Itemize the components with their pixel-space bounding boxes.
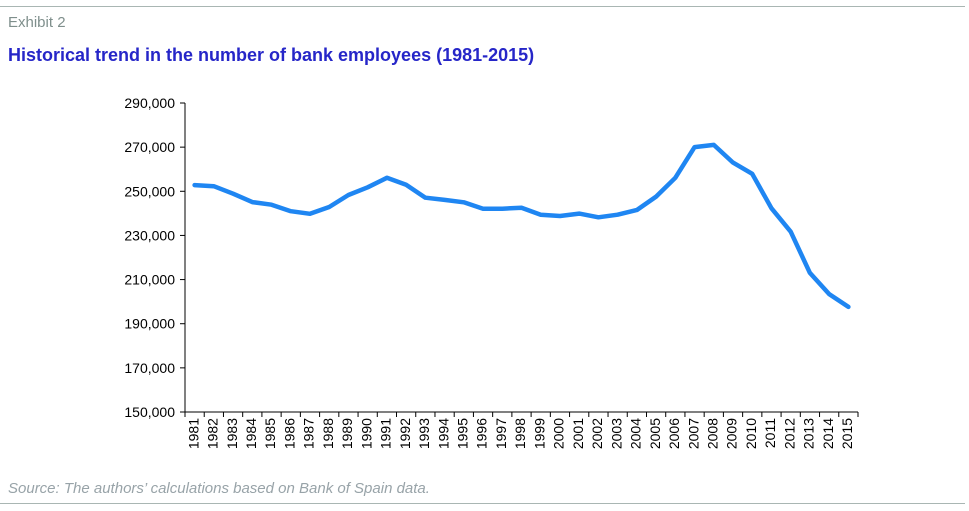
x-tick-label: 1997 [493,418,509,449]
exhibit-label: Exhibit 2 [8,14,66,31]
x-tick-label: 1988 [320,418,336,449]
x-tick-label: 1984 [243,418,259,449]
y-tick-label: 230,000 [124,227,175,243]
y-tick-label: 190,000 [124,316,175,332]
y-tick-label: 250,000 [124,183,175,199]
x-tick-label: 1996 [474,418,490,449]
top-rule [0,6,965,7]
x-tick-label: 1991 [378,418,394,449]
y-tick-label: 290,000 [124,95,175,111]
x-tick-label: 2001 [570,418,586,449]
x-tick-label: 2005 [647,418,663,449]
x-tick-label: 2014 [820,418,836,449]
x-tick-label: 1994 [435,418,451,449]
y-tick-label: 210,000 [124,272,175,288]
x-tick-label: 1995 [455,418,471,449]
x-tick-label: 2013 [801,418,817,449]
y-tick-label: 150,000 [124,404,175,420]
chart-title: Historical trend in the number of bank e… [8,45,535,65]
x-tick-label: 1990 [358,418,374,449]
y-tick-label: 270,000 [124,139,175,155]
y-tick-label: 170,000 [124,360,175,376]
series-line [192,142,851,310]
x-tick-label: 2000 [551,418,567,449]
x-tick-label: 2002 [589,418,605,449]
x-tick-label: 2006 [666,418,682,449]
x-tick-label: 1982 [205,418,221,449]
x-tick-label: 1989 [339,418,355,449]
x-tick-label: 1993 [416,418,432,449]
x-tick-label: 1987 [301,418,317,449]
x-tick-label: 1986 [281,418,297,449]
x-tick-label: 1985 [262,418,278,449]
x-tick-label: 2009 [724,418,740,449]
x-tick-label: 2007 [685,418,701,449]
x-tick-label: 2015 [839,418,855,449]
x-tick-label: 2004 [628,418,644,449]
bottom-rule [0,503,965,504]
x-tick-label: 1998 [512,418,528,449]
x-tick-label: 1983 [224,418,240,449]
x-tick-label: 1999 [531,418,547,449]
x-tick-label: 2010 [743,418,759,449]
x-tick-label: 1992 [397,418,413,449]
x-tick-label: 2008 [704,418,720,449]
x-tick-label: 2012 [781,418,797,449]
x-tick-label: 2011 [762,418,778,448]
source-note: Source: The authors’ calculations based … [8,480,430,497]
x-tick-label: 2003 [608,418,624,449]
x-tick-label: 1981 [185,418,201,449]
